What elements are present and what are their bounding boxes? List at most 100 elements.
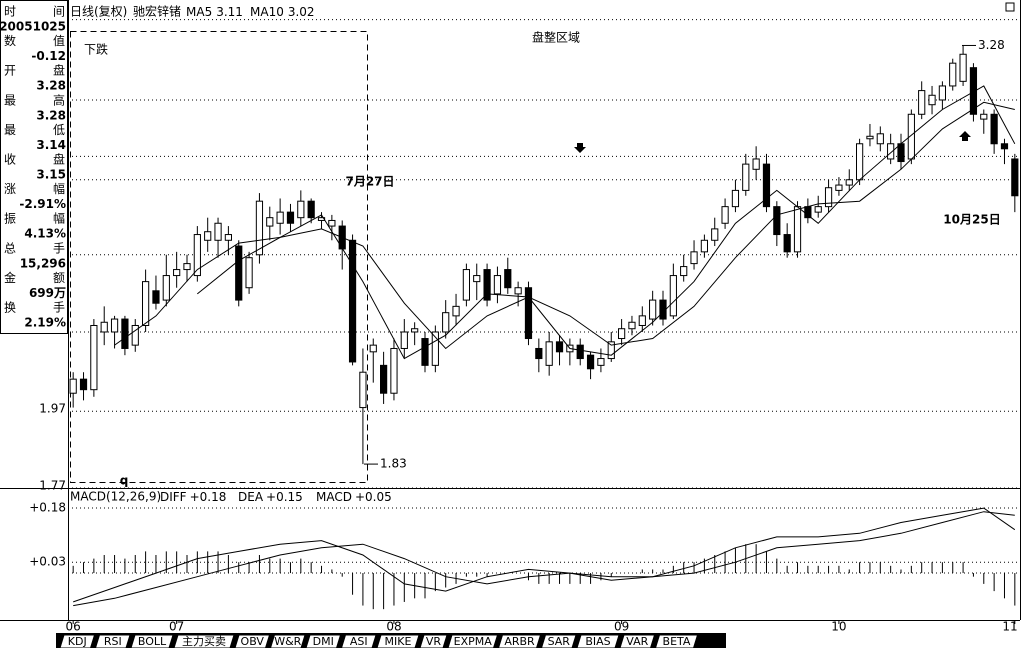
candle-body	[545, 341, 553, 366]
tab[interactable]: VR	[419, 634, 448, 648]
candle-body	[152, 290, 160, 304]
tab[interactable]: ASI	[340, 634, 377, 648]
candle-body	[535, 347, 543, 360]
tab-label: EXPMA	[454, 635, 493, 648]
candle-body	[452, 305, 460, 317]
candle-body	[938, 85, 946, 101]
readout-name: DEA	[238, 490, 264, 504]
candle-body	[887, 143, 895, 160]
x-tick-label: 09	[614, 620, 629, 634]
ma-line	[114, 85, 1016, 360]
tab[interactable]: RSI	[94, 634, 131, 648]
candle-body	[742, 163, 750, 191]
tab-label: VAR	[626, 635, 648, 648]
candle-body	[959, 53, 967, 82]
tab-shape	[59, 634, 96, 648]
candle-body	[1000, 143, 1009, 150]
readout-value: +0.18	[190, 490, 227, 504]
candle-body	[276, 211, 284, 224]
info-label: 涨	[4, 181, 16, 196]
candle-body	[762, 163, 771, 208]
candle-body	[866, 135, 874, 140]
annotation: 下跌	[84, 42, 108, 57]
tab-shape	[540, 634, 577, 648]
tab-label: BIAS	[585, 635, 610, 648]
tab[interactable]: KDJ	[59, 634, 96, 648]
candle-body	[824, 187, 833, 208]
tab-shape	[619, 634, 656, 648]
macd-readout: MACD+0.05	[316, 490, 392, 504]
info-label: 换	[4, 301, 16, 315]
tab-label: MIKE	[385, 635, 412, 648]
legend-name: MA5	[186, 5, 212, 19]
tab-shape	[576, 634, 620, 648]
y-tick-label: 1.97	[39, 402, 66, 416]
info-label: 手	[53, 301, 65, 315]
arrow-up	[959, 131, 971, 141]
tab[interactable]: ARBR	[497, 634, 542, 648]
macd-readout: DIFF+0.18	[160, 490, 226, 504]
info-label: 开	[4, 64, 16, 78]
info-value: -2.91%	[19, 197, 66, 211]
candle-body	[400, 331, 408, 349]
tab-shape	[497, 634, 542, 648]
tab-label: SAR	[548, 635, 571, 648]
candle-body	[431, 331, 439, 366]
tab[interactable]: BIAS	[576, 634, 620, 648]
info-panel	[0, 0, 68, 334]
info-label: 低	[53, 123, 65, 137]
info-label: 盘	[53, 152, 65, 167]
candle-body	[731, 189, 740, 208]
readout-name: DIFF	[160, 490, 187, 504]
tab[interactable]: EXPMA	[447, 634, 499, 648]
candle-body	[783, 234, 791, 253]
tab[interactable]: W&R	[269, 634, 306, 648]
candle-body	[845, 179, 853, 186]
info-label: 总	[4, 241, 16, 255]
info-label: 高	[53, 92, 65, 107]
tab-label: 主力买卖	[182, 635, 226, 648]
candle-body	[255, 200, 264, 256]
arrow-down	[574, 143, 586, 153]
candle-body	[297, 200, 305, 219]
candle-body	[700, 239, 708, 253]
info-value: 15,296	[20, 256, 66, 270]
candle-body	[173, 269, 181, 277]
candle-body	[514, 287, 522, 295]
candle-body	[359, 371, 367, 409]
tab-label: W&R	[274, 635, 301, 648]
tab[interactable]: DMI	[305, 634, 342, 648]
candle-body	[504, 269, 512, 289]
tab[interactable]: VAR	[619, 634, 656, 648]
ma-line	[196, 101, 1015, 350]
x-tick-label: 11	[1002, 620, 1017, 634]
candle-body	[69, 378, 77, 394]
candle-body	[524, 287, 533, 340]
tab[interactable]: SAR	[540, 634, 577, 648]
info-value: 2.19%	[24, 316, 66, 330]
candle-body	[607, 341, 615, 360]
tab[interactable]: OBV	[234, 634, 271, 648]
legend-entry: MA5 3.11	[186, 5, 243, 19]
candle-body	[597, 358, 605, 366]
info-label: 幅	[53, 211, 65, 226]
tab[interactable]: BETA	[654, 634, 699, 648]
annotation: q	[120, 474, 129, 488]
tab[interactable]: BOLL	[130, 634, 174, 648]
info-label: 幅	[53, 181, 65, 196]
tab[interactable]: 主力买卖	[173, 634, 235, 648]
tab-label: KDJ	[68, 635, 87, 648]
legend-value: 3.02	[288, 5, 315, 19]
tab-shape	[654, 634, 699, 648]
tab[interactable]: MIKE	[376, 634, 420, 648]
info-value: 4.13%	[24, 227, 66, 241]
candle-body	[214, 222, 222, 241]
y-tick-label: +0.18	[29, 501, 66, 515]
tab-shape	[269, 634, 306, 648]
candle-body	[462, 269, 470, 301]
legend-name: MA10	[250, 5, 284, 19]
y-tick-label: +0.03	[29, 555, 66, 569]
info-value: -0.12	[31, 49, 66, 63]
tab-label: RSI	[104, 635, 122, 648]
